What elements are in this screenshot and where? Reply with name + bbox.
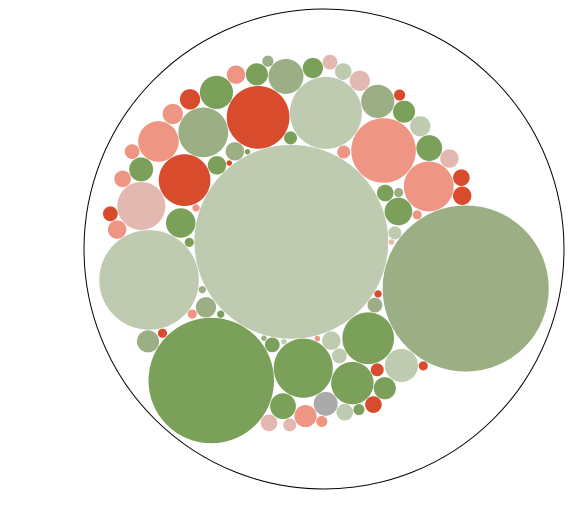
bubble [165,208,196,238]
bubble [270,393,296,420]
bubble [302,57,324,79]
bubble [410,116,431,137]
bubble [322,54,338,70]
bubble [138,121,179,162]
bubble [440,149,459,168]
bubble [261,335,267,341]
bubble [157,328,168,338]
bubble [124,144,140,160]
bubble [244,148,251,155]
bubble [416,135,443,162]
bubble [337,145,351,159]
bubble [283,418,297,432]
bubble [226,85,290,149]
bubble [373,377,396,400]
bubble [136,330,160,353]
bubble [225,142,245,161]
bubble [349,70,370,91]
bubble [102,206,118,222]
bubble [198,286,206,294]
bubble [207,156,227,175]
bubble [245,63,268,86]
bubble [316,415,328,428]
bubble [262,55,274,67]
bubble [394,89,406,101]
bubble [195,297,217,318]
bubble [412,210,422,220]
bubble [351,118,416,183]
bubble [392,100,416,123]
bubble [394,187,404,198]
bubble [273,338,333,398]
bubble [129,157,154,182]
bubble [178,107,229,158]
bubble [264,337,280,353]
bubble [260,414,278,432]
bubble [158,154,211,206]
bubble [453,169,470,186]
bubble [334,63,352,80]
bubble [322,331,341,350]
bubble [342,312,395,365]
bubble [217,310,225,318]
bubble [114,170,131,188]
bubble [418,361,428,371]
bubble [294,405,317,428]
bubble [331,361,374,405]
bubble [361,84,395,118]
bubble [365,396,382,413]
bubble [194,144,389,339]
bubble [184,237,194,247]
bubble [452,186,472,205]
bubble [148,317,274,444]
bubble [226,65,246,84]
bubble [367,297,383,313]
bubble [187,309,197,319]
bubble [382,205,549,372]
bubble [268,58,304,94]
bubble [179,89,201,110]
bubble [336,403,354,421]
bubble [314,335,321,342]
bubble [370,363,384,377]
bubble [313,391,338,416]
bubble [289,76,362,149]
bubble [192,204,200,212]
bubble [384,348,419,383]
bubble [199,75,234,110]
bubble [99,230,199,330]
bubble [117,181,166,230]
bubble [107,220,127,239]
bubble [384,197,413,226]
bubble [162,103,183,125]
bubble [376,184,394,202]
bubble [388,226,402,240]
bubble [353,404,365,416]
bubble [284,131,297,145]
enclosing-circle [83,8,565,490]
bubble [226,160,233,166]
bubble [403,161,454,212]
bubble [281,338,287,345]
bubble [374,290,382,298]
bubble [388,239,395,245]
bubble [332,348,347,364]
